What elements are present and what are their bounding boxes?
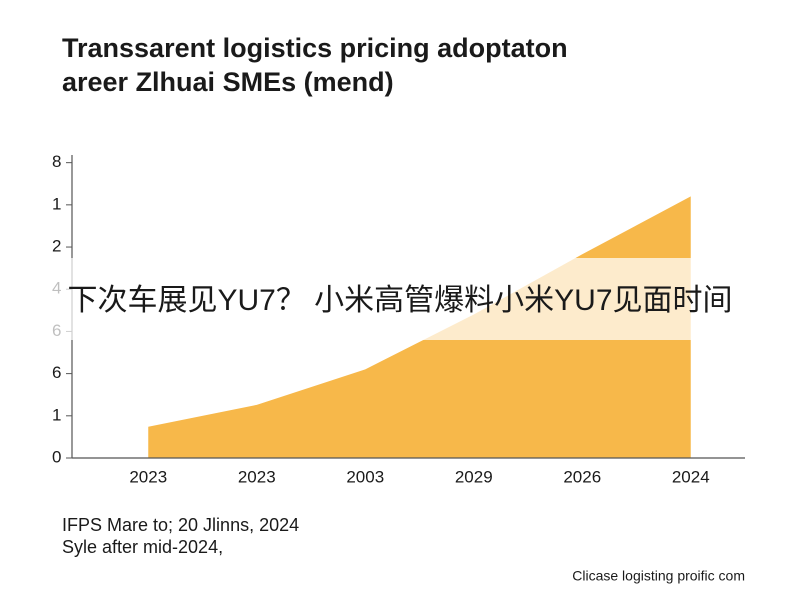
- overlay-text: 下次车展见YU7？ 小米高管爆料小米YU7见面时间: [67, 284, 732, 317]
- overlay-band: [0, 258, 800, 340]
- footnote: Syle after mid-2024,: [62, 537, 223, 557]
- y-tick-label: 1: [52, 194, 61, 213]
- y-tick-label: 2: [52, 237, 61, 256]
- chart-title: Transsarent logistics pricing adoptaton: [62, 33, 568, 63]
- x-tick-label: 2029: [455, 467, 493, 486]
- chart-title: areer Zlhuai SMEs (mend): [62, 67, 394, 97]
- source: Clicase logisting proific com: [572, 568, 745, 584]
- y-tick-label: 8: [52, 152, 61, 171]
- x-tick-label: 2026: [563, 467, 601, 486]
- x-tick-label: 2023: [238, 467, 276, 486]
- footnote: IFPS Mare to; 20 Jlinns, 2024: [62, 515, 299, 535]
- x-tick-label: 2003: [346, 467, 384, 486]
- y-tick-label: 1: [52, 405, 61, 424]
- area: [148, 196, 691, 459]
- x-tick-label: 2023: [129, 467, 167, 486]
- y-tick-label: 0: [52, 447, 61, 466]
- x-tick-label: 2024: [672, 467, 710, 486]
- y-tick-label: 6: [52, 363, 61, 382]
